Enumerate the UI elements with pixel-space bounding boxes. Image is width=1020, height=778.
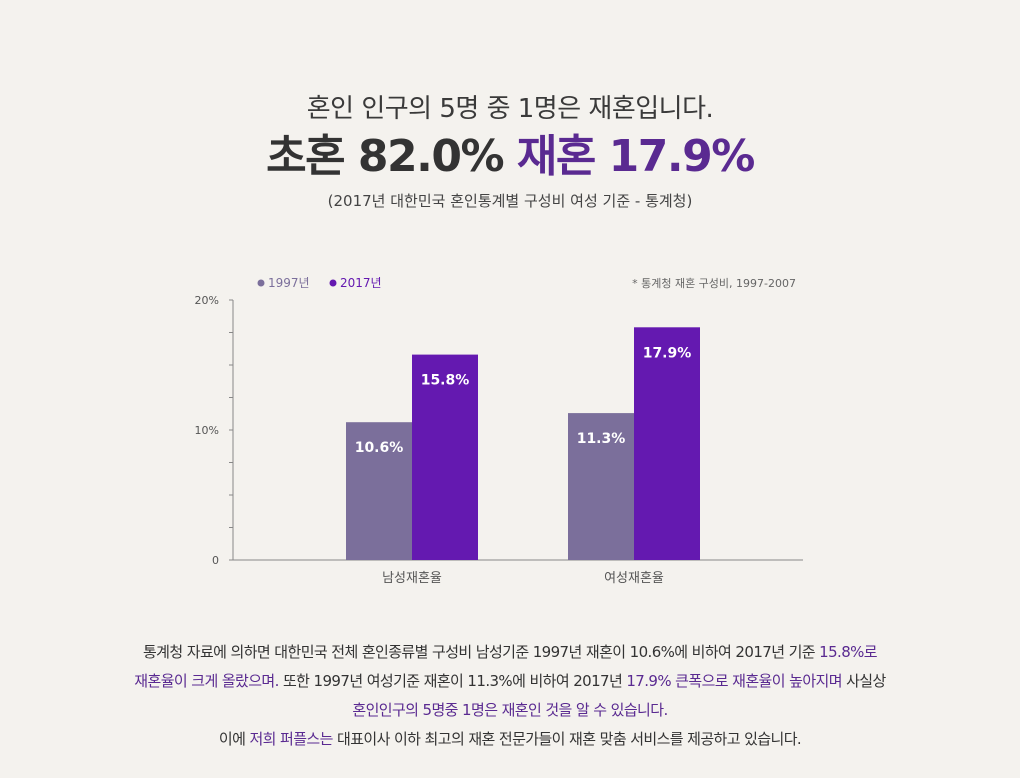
y-tick-label: 10% <box>195 424 219 437</box>
headline-subtitle: 혼인 인구의 5명 중 1명은 재혼입니다. <box>306 94 714 124</box>
headline-main: 초혼 82.0% 재혼 17.9% <box>0 120 1020 184</box>
chart-area: 0 10% 20% 10.6% 15.8% 남성재혼율 11.3% 17.9% 여성재혼율 199… <box>195 276 803 586</box>
desc-highlight: 재혼율이 크게 올랐으며. <box>134 672 279 690</box>
y-tick-label: 20% <box>195 294 219 307</box>
bar-chart: 0 10% 20% 10.6% 15.8% 남성재혼율 11.3% 17.9% 여성재혼율 199… <box>195 276 803 586</box>
desc-text: 대표이사 이하 최고의 재혼 전문가들이 재혼 맞춤 서비스를 제공하고 있습니… <box>332 730 802 748</box>
bar-1997 <box>346 422 412 560</box>
desc-text: 통계청 자료에 의하면 대한민국 전체 혼인종류별 구성비 남성기준 1997년… <box>142 643 820 661</box>
desc-highlight: 저희 퍼플스는 <box>249 730 333 748</box>
legend-dot <box>329 279 337 287</box>
bar-2017 <box>412 354 478 560</box>
description-paragraph: 통계청 자료에 의하면 대한민국 전체 혼인종류별 구성비 남성기준 1997년… <box>0 638 1020 754</box>
description-line-2: 재혼율이 크게 올랐으며. 또한 1997년 여성기준 재혼이 11.3%에 비… <box>0 667 1020 696</box>
legend-label: 1997년 <box>268 276 310 290</box>
bar-value-label: 15.8% <box>421 373 470 389</box>
description-line-1: 통계청 자료에 의하면 대한민국 전체 혼인종류별 구성비 남성기준 1997년… <box>0 638 1020 667</box>
legend-dot <box>257 279 265 287</box>
description-line-3: 혼인인구의 5명중 1명은 재혼인 것을 알 수 있습니다. <box>352 701 668 719</box>
desc-highlight: 15.8%로 <box>819 643 878 661</box>
bar-value-label: 11.3% <box>577 431 626 447</box>
bar-2017 <box>634 327 700 560</box>
desc-text: 사실상 <box>841 672 886 690</box>
bar-value-label: 17.9% <box>643 345 692 361</box>
description-line-4: 이에 저희 퍼플스는 대표이사 이하 최고의 재혼 전문가들이 재혼 맞춤 서비… <box>0 725 1020 754</box>
x-category-label: 여성재혼율 <box>604 571 664 586</box>
desc-highlight: 17.9% 큰폭으로 재혼율이 높아지며 <box>626 672 842 690</box>
desc-text: 또한 1997년 여성기준 재혼이 11.3%에 비하여 2017년 <box>278 672 627 690</box>
legend-label: 2017년 <box>340 276 382 290</box>
bar-value-label: 10.6% <box>355 440 404 456</box>
x-category-label: 남성재혼율 <box>382 571 442 586</box>
first-marriage-rate: 초혼 82.0% <box>266 131 504 182</box>
bar-1997 <box>568 413 634 560</box>
y-tick-label: 0 <box>212 554 219 567</box>
remarriage-rate: 재혼 17.9% <box>516 131 755 182</box>
chart-annotation: * 통계청 재혼 구성비, 1997-2007 <box>632 277 796 290</box>
source-note: (2017년 대한민국 혼인통계별 구성비 여성 기준 - 통계청) <box>327 192 693 210</box>
desc-text: 이에 <box>218 730 250 748</box>
